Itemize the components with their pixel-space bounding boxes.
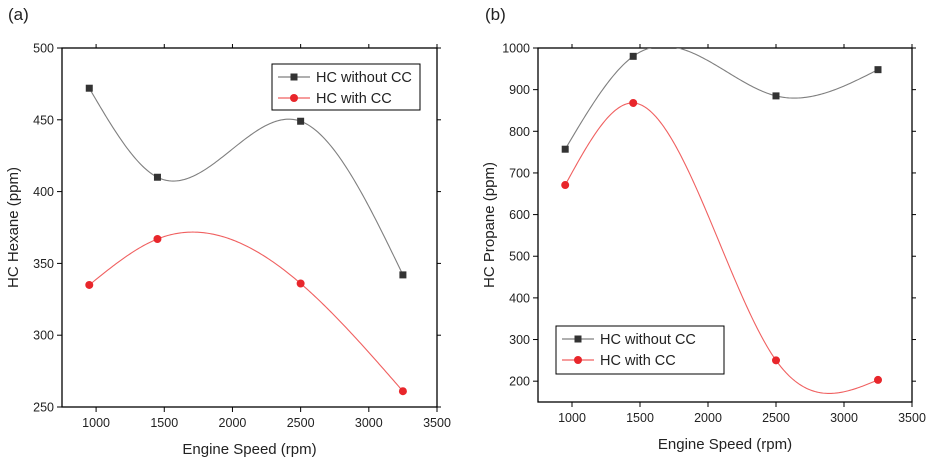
legend-label: HC with CC (316, 91, 392, 107)
y-tick-label: 800 (509, 125, 530, 139)
x-tick-label: 1000 (82, 416, 110, 430)
legend-label: HC with CC (600, 353, 676, 369)
panel-label: (a) (8, 5, 29, 24)
data-point-square (561, 145, 569, 153)
y-axis-label: HC Hexane (ppm) (5, 167, 22, 288)
data-point-square (629, 52, 637, 60)
x-tick-label: 3000 (355, 416, 383, 430)
series-line-1 (88, 87, 404, 276)
y-axis-label: HC Propane (ppm) (481, 162, 498, 288)
panel-label: (b) (485, 5, 506, 24)
data-point-circle (296, 279, 305, 288)
x-tick-label: 1500 (150, 416, 178, 430)
x-tick-label: 2500 (762, 411, 790, 425)
series-line-2 (564, 102, 879, 394)
y-tick-label: 450 (33, 113, 54, 127)
legend-marker-circle (290, 94, 298, 102)
data-point-square (874, 66, 882, 74)
legend-marker-square (290, 73, 298, 81)
y-tick-label: 400 (509, 291, 530, 305)
plot-frame (61, 47, 438, 408)
x-tick-label: 2500 (287, 416, 315, 430)
data-point-circle (874, 375, 882, 384)
data-point-square (772, 92, 780, 100)
series-line-1 (564, 48, 879, 150)
x-tick-label: 3500 (898, 411, 926, 425)
x-tick-label: 2000 (219, 416, 247, 430)
y-tick-label: 350 (33, 257, 54, 271)
y-tick-label: 700 (509, 166, 530, 180)
legend-marker-square (574, 335, 582, 343)
y-tick-label: 300 (509, 333, 530, 347)
series-line-2 (88, 231, 404, 392)
chart-panel-1: (a) 1000 1500 2000 2500 3000 3500 250 300 350 400 4… (5, 5, 451, 458)
data-point-circle (85, 280, 94, 289)
data-point-square (85, 84, 93, 92)
legend-label: HC without CC (600, 332, 696, 348)
y-tick-label: 300 (33, 329, 54, 343)
y-tick-label: 200 (509, 375, 530, 389)
data-point-circle (561, 181, 570, 190)
data-point-circle (153, 234, 162, 243)
y-tick-label: 900 (509, 83, 530, 97)
data-point-square (297, 117, 305, 125)
data-point-circle (398, 387, 407, 396)
y-tick-label: 400 (33, 185, 54, 199)
x-tick-label: 1000 (558, 411, 586, 425)
data-point-square (399, 271, 407, 279)
legend-marker-circle (574, 356, 582, 364)
plot-frame (537, 47, 913, 403)
y-tick-label: 600 (509, 208, 530, 222)
x-tick-label: 2000 (694, 411, 722, 425)
y-tick-label: 500 (33, 42, 54, 56)
y-tick-label: 1000 (502, 42, 530, 56)
legend: HC without CC HC with CC (271, 63, 421, 111)
x-tick-label: 3500 (423, 416, 451, 430)
x-tick-label: 1500 (626, 411, 654, 425)
data-point-circle (772, 356, 780, 365)
data-point-circle (629, 98, 638, 107)
x-tick-label: 3000 (830, 411, 858, 425)
x-axis-label: Engine Speed (rpm) (658, 436, 792, 453)
legend-box (555, 325, 725, 375)
y-tick-label: 250 (33, 401, 54, 415)
legend-label: HC without CC (316, 70, 412, 86)
x-axis-label: Engine Speed (rpm) (182, 441, 316, 458)
legend: HC without CC HC with CC (555, 325, 725, 375)
y-tick-label: 500 (509, 250, 530, 264)
chart-panel-2: (b) 1000 1500 2000 2500 3000 3500 200 300 400 500 6… (481, 5, 926, 453)
legend-box (271, 63, 421, 111)
data-point-square (153, 173, 161, 181)
